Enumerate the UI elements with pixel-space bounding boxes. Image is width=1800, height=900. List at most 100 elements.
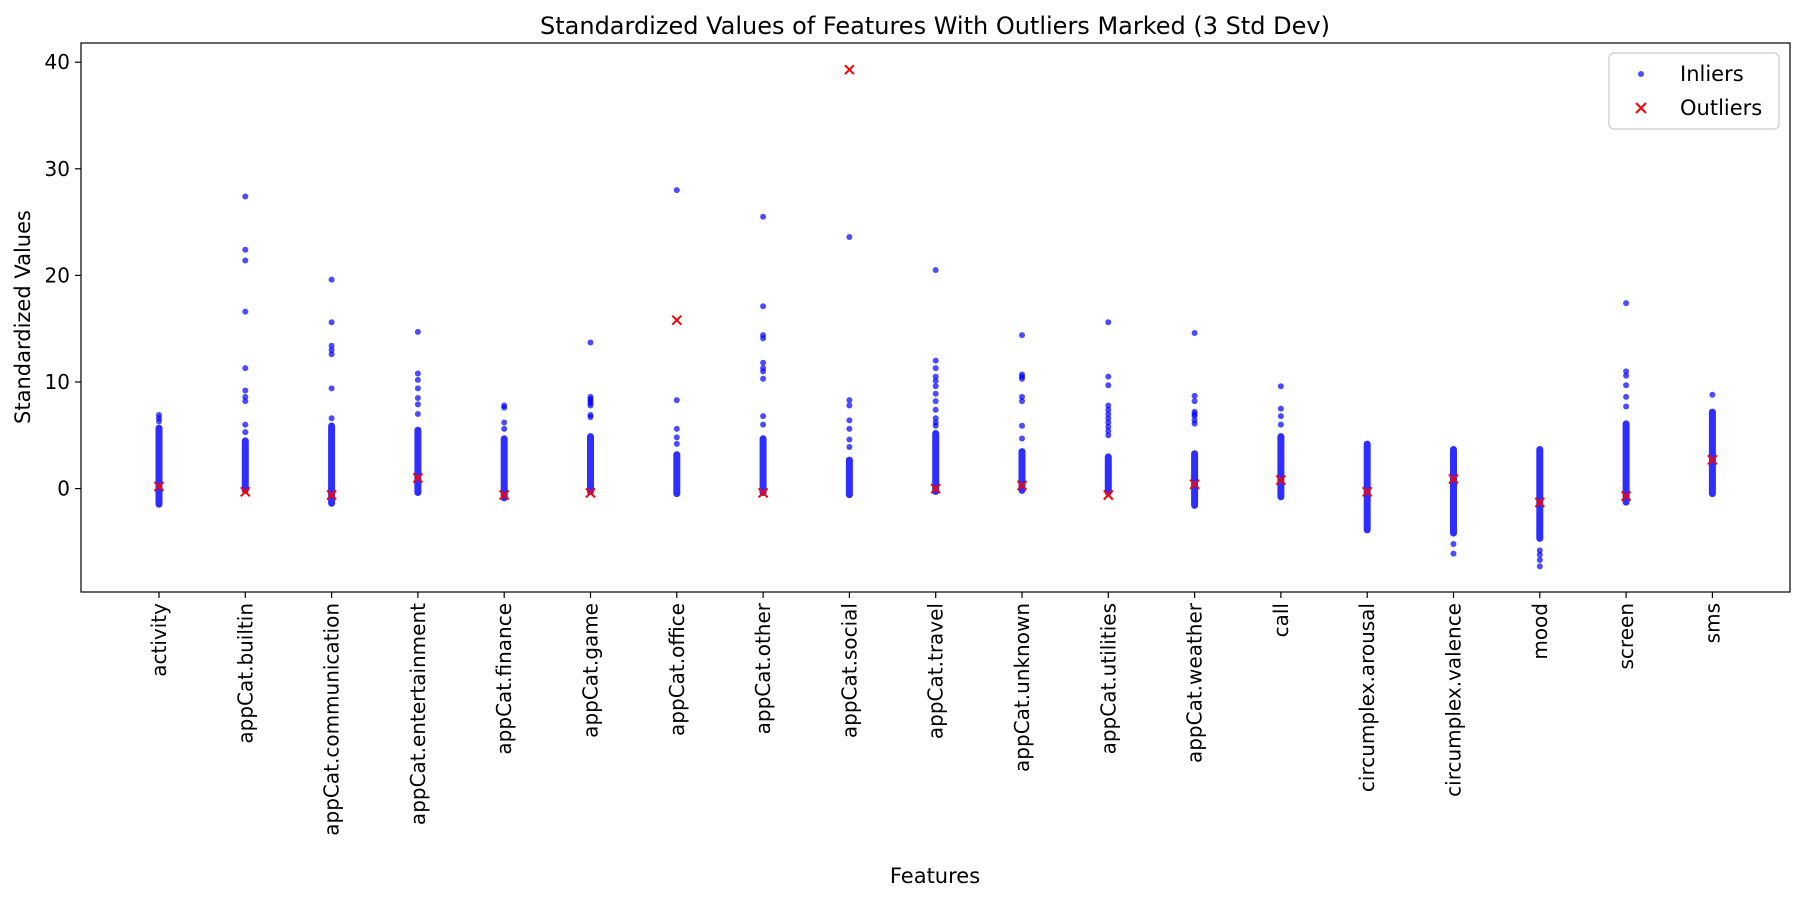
outlier-point xyxy=(1016,480,1028,491)
inlier-point xyxy=(414,401,421,408)
chart-title: Standardized Values of Features With Out… xyxy=(540,12,1330,40)
inlier-point xyxy=(673,434,680,441)
x-axis-label: Features xyxy=(890,864,980,888)
inlier-point xyxy=(1277,413,1284,420)
inlier-point xyxy=(1105,373,1112,380)
inlier-point xyxy=(1277,405,1284,412)
inlier-point xyxy=(1105,402,1112,409)
inlier-cluster xyxy=(1536,445,1544,542)
y-tick-label: 20 xyxy=(45,263,70,287)
inlier-point xyxy=(1623,300,1630,307)
x-tick-label: call xyxy=(1269,603,1293,637)
inlier-cluster xyxy=(241,437,249,494)
inlier-point xyxy=(414,385,421,392)
outlier-point xyxy=(671,314,683,326)
inlier-point xyxy=(242,365,249,372)
inliers-series xyxy=(155,187,1716,570)
inlier-point xyxy=(242,429,249,436)
inlier-point xyxy=(242,393,249,400)
inlier-point xyxy=(760,421,767,428)
inlier-point xyxy=(932,390,939,397)
inlier-point xyxy=(673,440,680,447)
inlier-point xyxy=(673,397,680,404)
inlier-point xyxy=(242,421,249,428)
inlier-point xyxy=(846,234,853,241)
outlier-point xyxy=(326,489,337,501)
x-tick-label: screen xyxy=(1614,603,1638,669)
inlier-point xyxy=(1105,319,1112,326)
inlier-cluster xyxy=(1277,433,1285,501)
inlier-point xyxy=(1105,415,1112,422)
inlier-point xyxy=(242,193,249,200)
inlier-point xyxy=(328,351,335,358)
x-tick-label: appCat.other xyxy=(751,602,775,734)
outlier-point xyxy=(498,489,510,501)
x-tick-label: appCat.office xyxy=(665,603,689,736)
inlier-point xyxy=(1191,420,1198,427)
inlier-point xyxy=(1105,382,1112,389)
inlier-point xyxy=(932,365,939,372)
inlier-point xyxy=(501,404,508,411)
inlier-cluster xyxy=(328,422,336,507)
x-axis: activity appCat.builtin appCat.communicati… xyxy=(147,592,1724,836)
inlier-point xyxy=(501,425,508,432)
inlier-cluster xyxy=(1622,420,1630,506)
x-tick-label: circumplex.arousal xyxy=(1355,603,1379,792)
outlier-point xyxy=(412,472,424,484)
inlier-point xyxy=(1105,419,1112,426)
inlier-point xyxy=(1536,563,1543,570)
inlier-point xyxy=(414,394,421,401)
outlier-point xyxy=(1534,497,1546,508)
y-axis: 0 10 20 30 40 xyxy=(45,50,81,501)
legend: Inliers Outliers xyxy=(1608,52,1780,130)
inlier-point xyxy=(760,359,767,366)
inlier-point xyxy=(1191,398,1198,405)
inlier-point xyxy=(1536,551,1543,558)
inlier-point xyxy=(932,373,939,380)
inlier-point xyxy=(1191,392,1198,399)
inlier-point xyxy=(1450,541,1457,548)
legend-inliers-marker xyxy=(1638,71,1644,77)
legend-inliers-label: Inliers xyxy=(1680,62,1744,86)
inlier-point xyxy=(1019,393,1025,400)
inlier-cluster xyxy=(1191,450,1199,509)
inlier-cluster xyxy=(845,456,853,499)
inlier-cluster xyxy=(155,424,163,508)
x-tick-label: appCat.finance xyxy=(492,603,516,755)
x-tick-label: appCat.travel xyxy=(924,603,948,739)
inlier-cluster xyxy=(1104,453,1112,497)
x-tick-label: activity xyxy=(147,603,171,677)
y-axis-label: Standardized Values xyxy=(11,210,35,424)
outlier-point xyxy=(757,487,769,499)
inlier-point xyxy=(1623,372,1630,379)
inlier-point xyxy=(587,414,594,421)
inlier-point xyxy=(328,385,335,392)
outlier-point xyxy=(1103,489,1114,501)
outlier-point xyxy=(240,486,251,498)
inlier-point xyxy=(156,418,162,425)
x-tick-label: appCat.unknown xyxy=(1010,603,1034,772)
inlier-point xyxy=(846,402,853,409)
inlier-point xyxy=(242,387,249,394)
x-tick-label: sms xyxy=(1700,603,1724,643)
inlier-cluster xyxy=(932,429,940,495)
inlier-point xyxy=(328,276,335,283)
outlier-point xyxy=(1448,473,1459,485)
inlier-point xyxy=(846,444,853,451)
inlier-point xyxy=(1623,403,1630,410)
x-tick-label: appCat.utilities xyxy=(1096,603,1120,754)
inlier-point xyxy=(673,425,680,432)
x-tick-label: mood xyxy=(1528,603,1552,660)
inlier-point xyxy=(328,347,335,354)
x-tick-label: appCat.builtin xyxy=(233,603,257,744)
inlier-point xyxy=(932,357,939,364)
inlier-point xyxy=(1105,410,1112,417)
inlier-point xyxy=(1019,398,1025,405)
inlier-point xyxy=(1536,547,1543,554)
inlier-cluster xyxy=(673,451,681,498)
inlier-point xyxy=(1277,421,1284,428)
x-tick-label: appCat.entertainment xyxy=(406,603,430,825)
inlier-point xyxy=(1191,413,1198,420)
inlier-point xyxy=(1709,391,1716,398)
